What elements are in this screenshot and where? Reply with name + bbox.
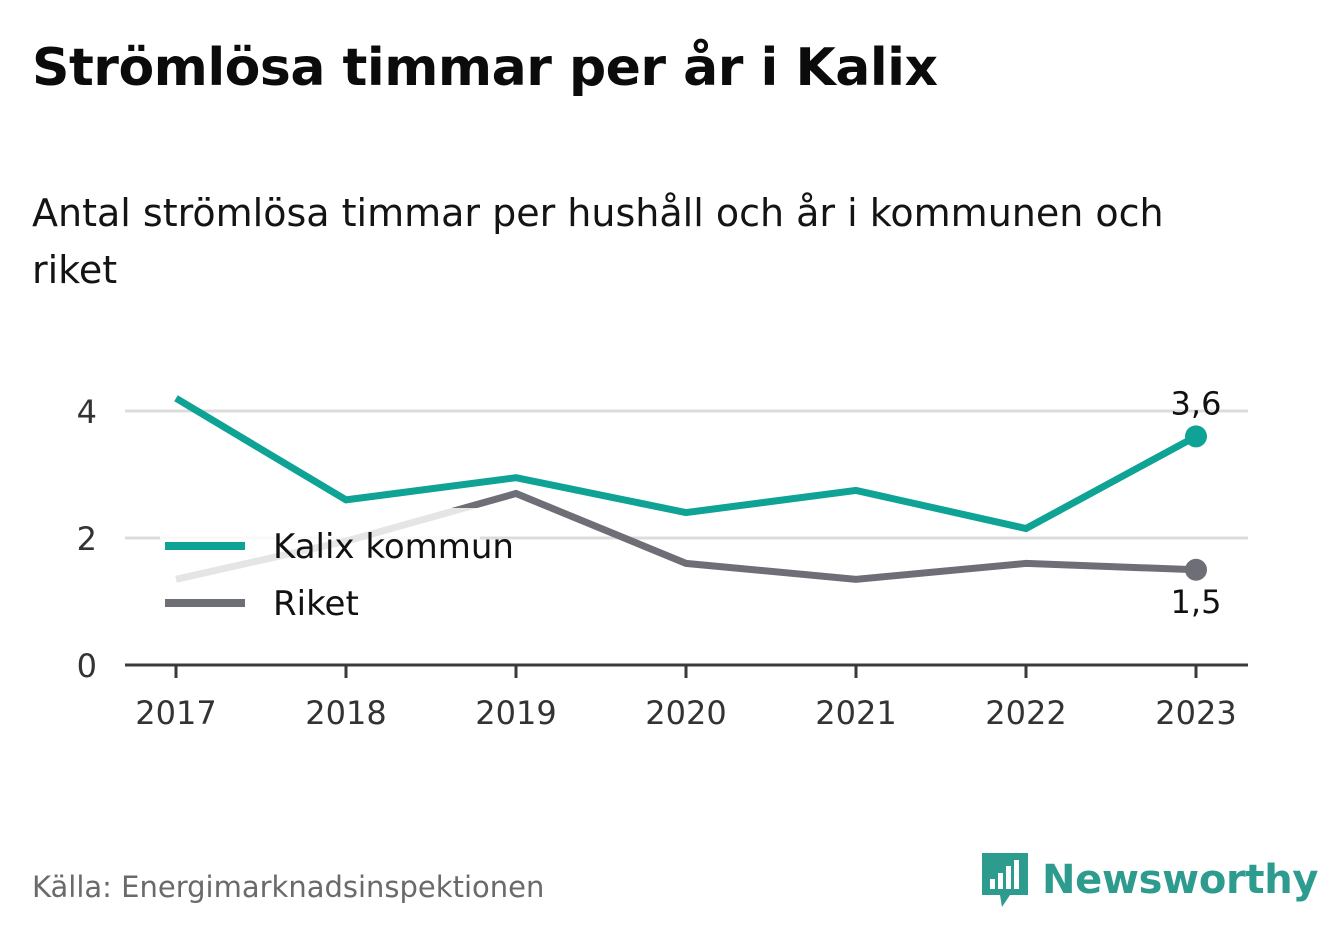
y-tick-label: 4 bbox=[77, 393, 97, 431]
x-tick-label: 2019 bbox=[475, 694, 556, 732]
data-label: 3,6 bbox=[1171, 384, 1222, 422]
brand-logo: Newsworthy bbox=[980, 850, 1319, 910]
source-note: Källa: Energimarknadsinspektionen bbox=[32, 870, 545, 904]
chart-title: Strömlösa timmar per år i Kalix bbox=[32, 38, 938, 98]
data-label: 1,5 bbox=[1171, 583, 1222, 621]
brand-name: Newsworthy bbox=[1042, 857, 1319, 903]
x-tick-label: 2023 bbox=[1155, 694, 1236, 732]
series-line-kalix bbox=[174, 395, 1198, 533]
x-tick-label: 2018 bbox=[305, 694, 386, 732]
x-tick-label: 2020 bbox=[645, 694, 726, 732]
y-tick-label: 2 bbox=[77, 520, 97, 558]
x-tick-label: 2017 bbox=[135, 694, 216, 732]
legend-label: Riket bbox=[273, 584, 359, 624]
chart-subtitle: Antal strömlösa timmar per hushåll och å… bbox=[32, 191, 1164, 292]
x-tick-label: 2022 bbox=[985, 694, 1066, 732]
series-end-point bbox=[1185, 558, 1207, 581]
legend-label: Kalix kommun bbox=[273, 527, 514, 567]
bar-chart-speech-bubble-icon bbox=[982, 853, 1028, 907]
series-end-point bbox=[1185, 425, 1207, 448]
x-tick-label: 2021 bbox=[815, 694, 896, 732]
y-tick-label: 0 bbox=[77, 647, 97, 685]
legend-background bbox=[160, 508, 480, 620]
